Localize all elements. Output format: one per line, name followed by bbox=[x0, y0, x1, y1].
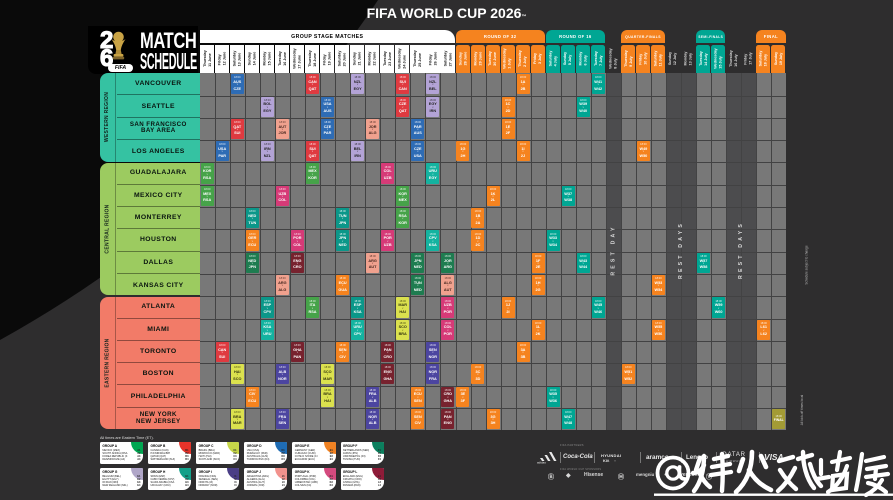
svg-text:adidas: adidas bbox=[537, 461, 546, 464]
